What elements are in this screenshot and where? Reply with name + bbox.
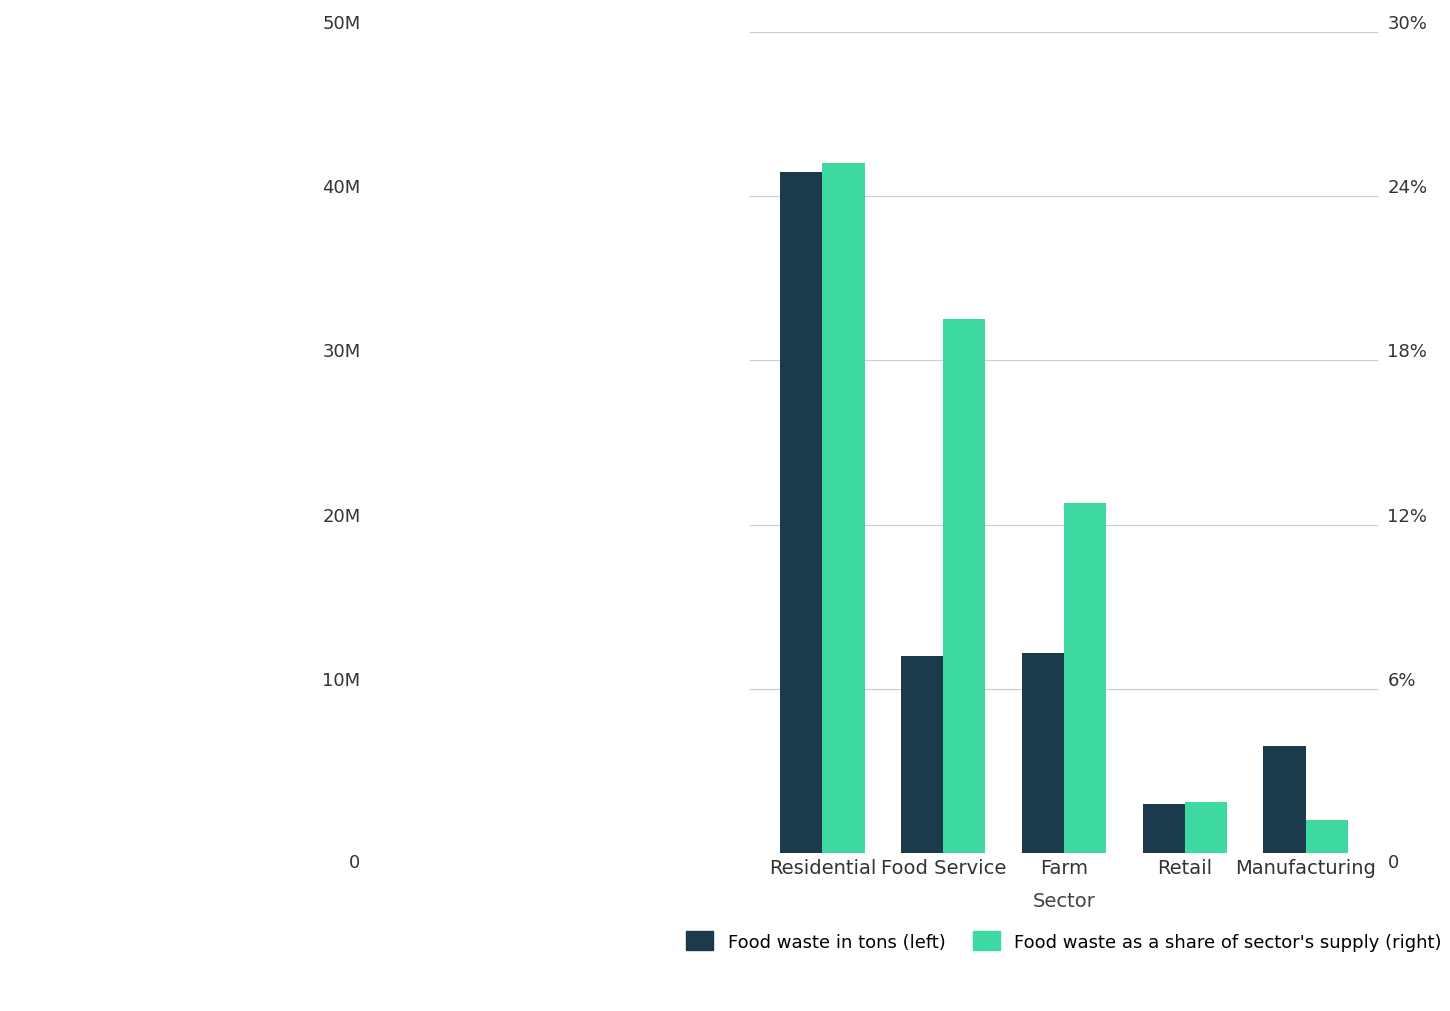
Text: 0: 0 <box>1388 853 1399 871</box>
Bar <box>1064 503 1106 853</box>
Text: 0: 0 <box>349 853 361 871</box>
Text: 24%: 24% <box>1388 179 1428 197</box>
X-axis label: Sector: Sector <box>1032 891 1095 910</box>
Bar <box>822 164 864 853</box>
Bar <box>1022 653 1064 853</box>
Bar <box>900 656 943 853</box>
Text: 6%: 6% <box>1388 671 1417 690</box>
Bar <box>1263 747 1305 853</box>
Bar <box>1185 803 1227 853</box>
Legend: Food waste in tons (left), Food waste as a share of sector's supply (right): Food waste in tons (left), Food waste as… <box>686 931 1441 951</box>
Bar <box>942 320 986 853</box>
Text: 30M: 30M <box>322 343 361 361</box>
Bar <box>1143 804 1185 853</box>
Text: 12%: 12% <box>1388 508 1427 525</box>
Text: 30%: 30% <box>1388 15 1427 33</box>
Bar <box>780 173 822 853</box>
Bar <box>1305 821 1348 853</box>
Text: 10M: 10M <box>322 671 361 690</box>
Text: 18%: 18% <box>1388 343 1427 361</box>
Text: 40M: 40M <box>322 179 361 197</box>
Text: 20M: 20M <box>322 508 361 525</box>
Text: 50M: 50M <box>322 15 361 33</box>
